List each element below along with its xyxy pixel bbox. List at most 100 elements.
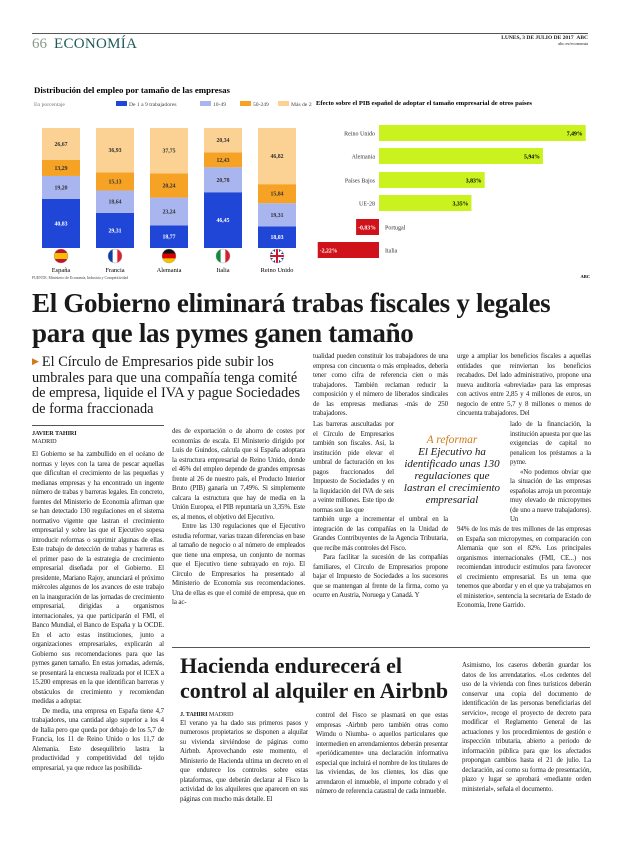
paragraph: control del Fisco se plasmará en que est… [316,712,448,795]
paragraph: 94% de los más de tres millones de las e… [457,526,591,609]
france-flag-icon [107,248,123,264]
article2-column-3: Asimismo, los caseros deberán guardar lo… [462,661,591,794]
article-column-4-middle: lado de la financiación, la institución … [510,420,591,525]
gdp-effect-chart: Efecto sobre el PIB español de adoptar e… [316,100,590,279]
article-column-3-top: tualidad pueden constituir los trabajado… [313,352,448,419]
web-address: abc.es/economia [558,41,588,46]
paragraph: Para facilitar la sucesión de las compañ… [313,554,448,599]
paragraph: De media, una empresa en España tiene 4,… [32,707,164,772]
bar [379,148,543,164]
data-label: 26,67 [54,142,67,148]
data-label: 37,75 [162,149,175,155]
legend-swatch [240,101,251,106]
paragraph: Las barreras auscultadas por el Círculo … [313,421,394,514]
author: JAVIER TAHIRI [32,430,77,437]
chart-source: FUENTE: Ministerio de Economía, Industri… [32,276,128,281]
dateline: LUNES, 3 DE JULIO DE 2017 ABC abc.es/eco… [501,35,588,46]
category-label: Países Bajos [345,179,376,185]
pull-quote: A reformar El Ejecutivo ha identificado … [398,434,506,506]
article-column-2: des de exportación o de ahorro de costes… [172,427,305,608]
data-label: 18,03 [270,235,283,241]
category-label: Reino Unido [344,132,375,138]
legend-label: 50-249 [253,102,269,108]
data-label: 46,45 [216,218,229,224]
triangle-bullet-icon: ▶ [32,356,39,366]
data-label: 23,24 [162,210,175,216]
spain-flag-icon [53,248,69,264]
bar-segment [258,128,296,185]
data-label: 29,31 [108,228,121,234]
paragraph: lado de la financiación, la institución … [510,421,591,466]
data-label: 7,49% [567,132,583,138]
bar-segment [42,160,80,176]
article-column-3-bottom: también urge a incrementar el umbral en … [313,515,448,601]
bar-segment [42,175,80,200]
article-column-4-bottom: 94% de los más de tres millones de las e… [457,525,591,611]
article2-rule [172,647,590,648]
article2-column-1: J. TAHIRI MADRID El verano ya ha dado su… [180,711,308,804]
bar [356,219,379,235]
pull-quote-text: El Ejecutivo ha identificado unas 130 re… [403,446,501,506]
data-label: -0,83% [358,226,376,232]
paragraph: también urge a incrementar el umbral en … [313,516,448,552]
pull-quote-kicker: A reformar [426,434,478,446]
date: LUNES, 3 DE JULIO DE 2017 [501,35,574,41]
paragraph: El verano ya ha dado sus primeros pasos … [180,719,308,803]
data-label: 15,13 [108,179,121,185]
byline: JAVIER TAHIRI MADRID [32,430,164,445]
data-label: 20,78 [216,178,229,184]
bar-segment [258,203,296,227]
bar-segment [96,212,134,248]
article-subhead: ▶ El Círculo de Empresarios pide subir lo… [32,354,307,417]
data-label: 15,84 [270,192,283,198]
legend-swatch [116,101,127,106]
chart-credit: ABC [580,274,590,279]
bar-segment [96,190,134,213]
category-label: UE-28 [359,202,375,208]
paragraph: des de exportación o de ahorro de costes… [172,428,305,521]
article-column-3-middle: Las barreras auscultadas por el Círculo … [313,420,394,515]
page-number: 66 [32,36,47,52]
paragraph: Entre las 130 regulaciones que el Ejecut… [172,523,305,606]
article-column-4-top: urge a ampliar los beneficios fiscales a… [457,352,591,419]
paragraph: tualidad pueden constituir los trabajado… [313,353,448,417]
data-label: 36,93 [108,148,121,154]
legend-swatch [278,101,289,106]
bar-segment [150,197,188,226]
bar-segment [204,167,242,193]
data-label: 20,34 [216,138,229,144]
bar [379,172,485,188]
bar-segment [204,128,242,153]
category-label: España [52,267,71,274]
uk-flag-icon [269,248,285,264]
bar-segment [42,199,80,248]
section-title: ECONOMÍA [54,36,138,52]
data-label: 19,31 [270,213,283,219]
author: J. TAHIRI [180,711,208,718]
bar-segment [42,128,80,161]
data-label: 18,64 [108,200,121,206]
bar [379,125,586,141]
bar-segment [258,184,296,204]
paragraph: Asimismo, los caseros deberán guardar lo… [462,662,591,793]
italy-flag-icon [215,248,231,264]
chart-subtitle: En porcentaje [34,102,65,108]
category-label: Italia [216,267,229,274]
city: MADRID [32,437,57,445]
data-label: 46,82 [270,154,283,160]
top-rule [32,33,588,34]
legend-label: 10-49 [213,102,226,108]
bar-segment [150,173,188,198]
subhead-text: El Círculo de Empresarios pide subir los… [32,354,301,417]
chart-title: Distribución del empleo por tamaño de la… [34,85,230,95]
legend-label: Más de 250 [291,102,312,108]
bar-segment [204,152,242,168]
data-label: 12,43 [216,158,229,164]
byline: J. TAHIRI MADRID [180,711,308,719]
data-label: 13,29 [54,166,67,172]
bar-segment [204,192,242,248]
city: MADRID [208,711,234,718]
category-label: Alemania [157,267,182,274]
category-label: Italia [385,249,398,255]
bar-segment [150,225,188,248]
